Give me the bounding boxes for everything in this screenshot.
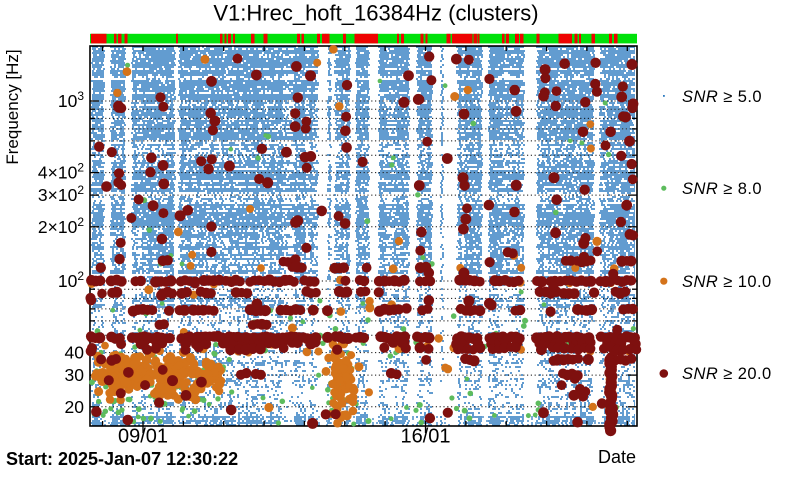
svg-text:SNR ≥ 10.0: SNR ≥ 10.0 bbox=[682, 273, 772, 291]
svg-text:SNR ≥ 8.0: SNR ≥ 8.0 bbox=[682, 180, 762, 198]
svg-text:SNR ≥ 5.0: SNR ≥ 5.0 bbox=[682, 88, 762, 106]
svg-text:16/01: 16/01 bbox=[400, 426, 450, 448]
svg-text:4×102: 4×102 bbox=[38, 161, 84, 183]
svg-text:20: 20 bbox=[65, 397, 85, 417]
svg-text:SNR ≥ 20.0: SNR ≥ 20.0 bbox=[682, 365, 772, 383]
svg-text:Start: 2025-Jan-07 12:30:22: Start: 2025-Jan-07 12:30:22 bbox=[6, 449, 238, 469]
svg-text:3×102: 3×102 bbox=[38, 183, 84, 205]
svg-text:40: 40 bbox=[65, 343, 85, 363]
svg-text:09/01: 09/01 bbox=[118, 426, 168, 448]
svg-text:Date: Date bbox=[598, 447, 636, 467]
svg-text:2×102: 2×102 bbox=[38, 215, 84, 237]
svg-text:Frequency [Hz]: Frequency [Hz] bbox=[3, 49, 22, 164]
svg-text:V1:Hrec_hoft_16384Hz (clusters: V1:Hrec_hoft_16384Hz (clusters) bbox=[213, 1, 538, 26]
svg-text:30: 30 bbox=[65, 365, 85, 385]
